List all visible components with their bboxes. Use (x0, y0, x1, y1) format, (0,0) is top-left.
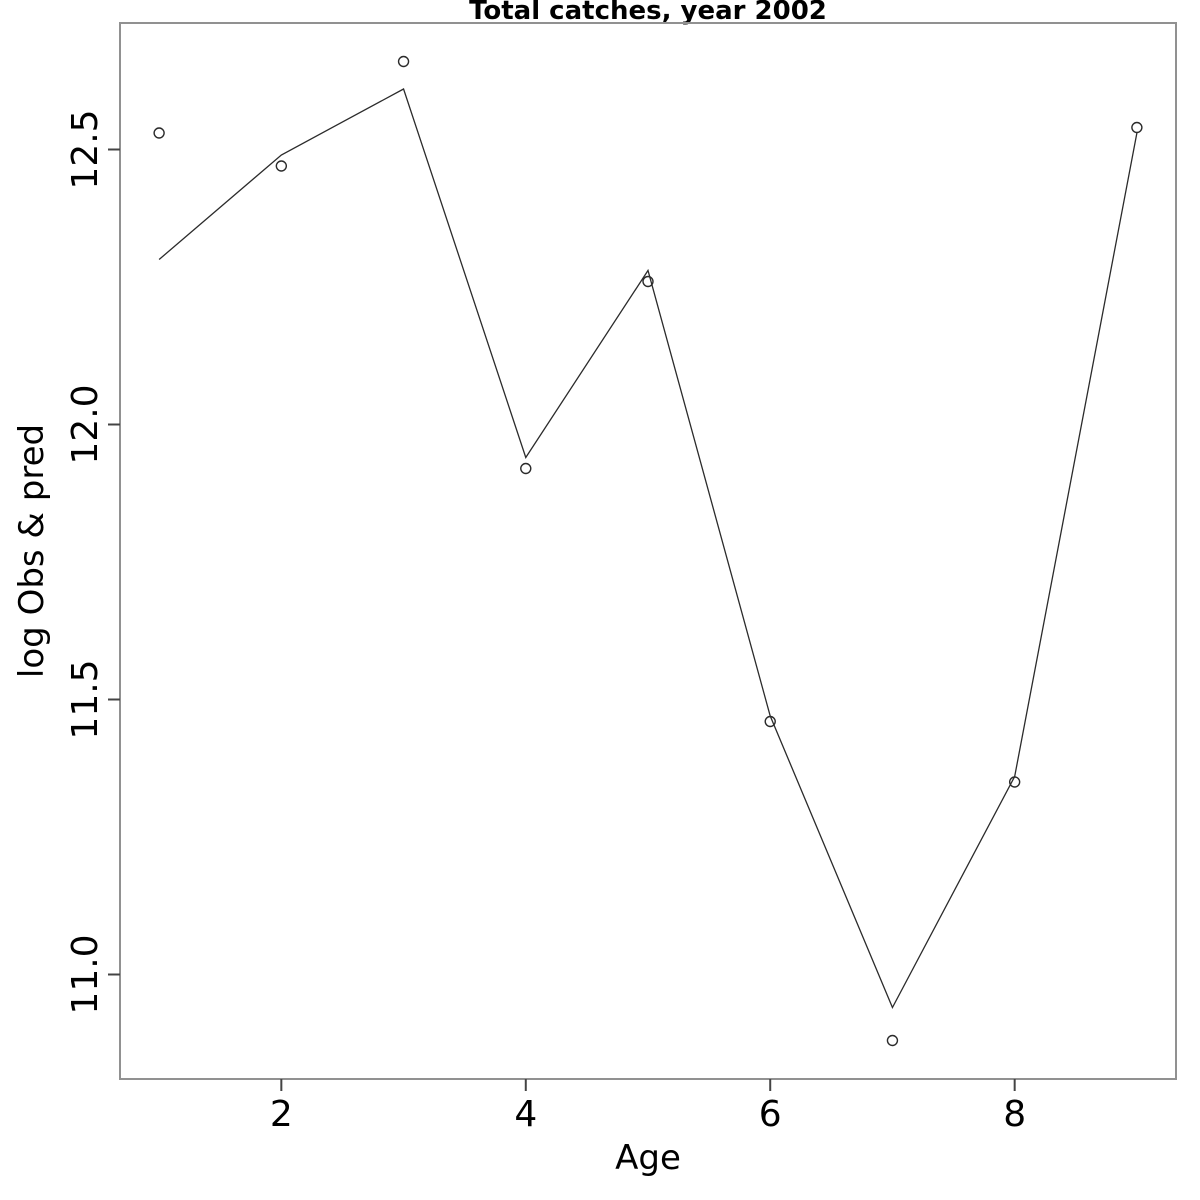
x-tick-label: 6 (759, 1094, 782, 1135)
observation-point (642, 275, 654, 288)
chart-title: Total catches, year 2002 (469, 0, 827, 26)
plot-border (119, 22, 1177, 1080)
observation-point (397, 55, 410, 68)
observation-point (1131, 121, 1143, 134)
prediction-line (158, 88, 1138, 1010)
y-tick-label: 11.5 (65, 659, 106, 739)
y-tick-label: 11.0 (65, 934, 106, 1014)
x-tick-label: 4 (514, 1094, 537, 1135)
observation-point (153, 127, 165, 139)
y-tick-label: 12.0 (65, 384, 106, 464)
observation-point (520, 462, 532, 475)
x-tick-label: 2 (270, 1094, 293, 1135)
x-tick-label: 8 (1003, 1094, 1026, 1135)
observation-point (886, 1034, 899, 1047)
observation-point (275, 160, 288, 172)
x-axis-label: Age (615, 1138, 681, 1178)
y-tick-label: 12.5 (65, 109, 106, 189)
